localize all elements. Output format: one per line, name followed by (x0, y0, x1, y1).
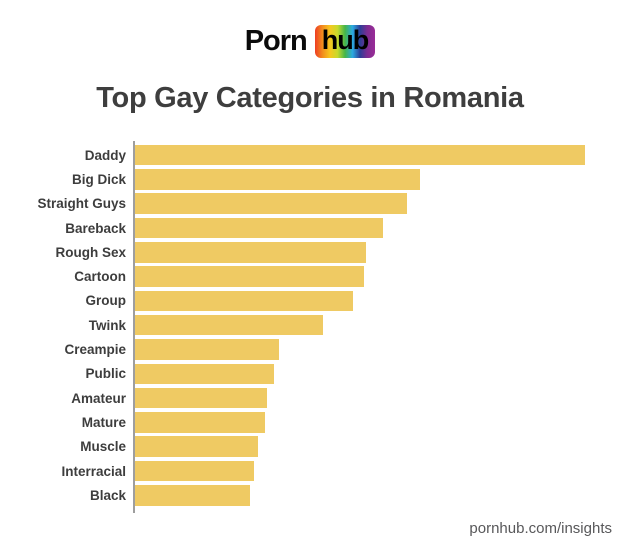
bar (135, 363, 275, 385)
bar-area (135, 436, 620, 457)
pornhub-logo: Porn hub (0, 0, 620, 58)
category-label: Group (85, 293, 127, 309)
bar-area (135, 217, 620, 239)
bar-area (135, 485, 620, 506)
category-label: Mature (81, 414, 126, 430)
category-label: Muscle (80, 439, 126, 455)
pornhub-logo-hub-text: hub (321, 24, 369, 55)
category-label: Interracial (61, 463, 126, 479)
bar-area (135, 290, 620, 312)
bar (135, 193, 407, 214)
page-title: Top Gay Categories in Romania (96, 82, 524, 114)
bar (135, 266, 365, 287)
insights-url-caption: pornhub.com/insights (469, 520, 612, 537)
y-axis-line (133, 141, 135, 513)
chart-row: Black (0, 483, 620, 507)
category-label: Straight Guys (37, 196, 126, 212)
bar (135, 217, 383, 239)
chart-row: Twink (0, 313, 620, 337)
bar (135, 290, 353, 312)
bar-chart: Daddy Big Dick Straight Guys Bareback Ro… (0, 141, 620, 513)
chart-rows: Daddy Big Dick Straight Guys Bareback Ro… (0, 143, 620, 507)
chart-row: Amateur (0, 386, 620, 410)
bar-area (135, 242, 620, 263)
bar (135, 242, 366, 263)
category-label: Bareback (65, 220, 126, 236)
chart-row: Rough Sex (0, 240, 620, 264)
bar (135, 412, 266, 433)
bar-area (135, 412, 620, 433)
chart-row: Straight Guys (0, 192, 620, 216)
category-label: Daddy (84, 147, 126, 163)
category-label: Black (89, 487, 126, 503)
chart-row: Group (0, 289, 620, 313)
bar (135, 339, 279, 360)
category-label: Cartoon (74, 269, 126, 285)
bar (135, 144, 585, 166)
chart-row: Muscle (0, 435, 620, 459)
category-label: Amateur (71, 390, 126, 406)
bar (135, 460, 254, 482)
bar (135, 314, 324, 336)
category-label: Rough Sex (55, 244, 126, 260)
bar-area (135, 144, 620, 166)
category-label: Creampie (64, 342, 126, 358)
bar (135, 485, 251, 506)
chart-row: Mature (0, 410, 620, 434)
chart-row: Bareback (0, 216, 620, 240)
chart-row: Interracial (0, 459, 620, 483)
bar-area (135, 169, 620, 190)
bar-area (135, 460, 620, 482)
bar (135, 387, 267, 409)
bar-area (135, 266, 620, 287)
pornhub-logo-rainbow-badge: hub (314, 24, 376, 58)
chart-row: Daddy (0, 143, 620, 167)
category-label: Big Dick (71, 171, 126, 187)
bar-area (135, 387, 620, 409)
bar-area (135, 339, 620, 360)
chart-row: Cartoon (0, 264, 620, 288)
chart-row: Public (0, 362, 620, 386)
chart-row: Big Dick (0, 167, 620, 191)
bar (135, 436, 258, 457)
bar-area (135, 363, 620, 385)
bar-area (135, 314, 620, 336)
category-label: Twink (88, 317, 126, 333)
chart-row: Creampie (0, 337, 620, 361)
pornhub-logo-porn-text: Porn (244, 25, 308, 57)
bar-area (135, 193, 620, 214)
bar (135, 169, 420, 190)
category-label: Public (85, 366, 126, 382)
